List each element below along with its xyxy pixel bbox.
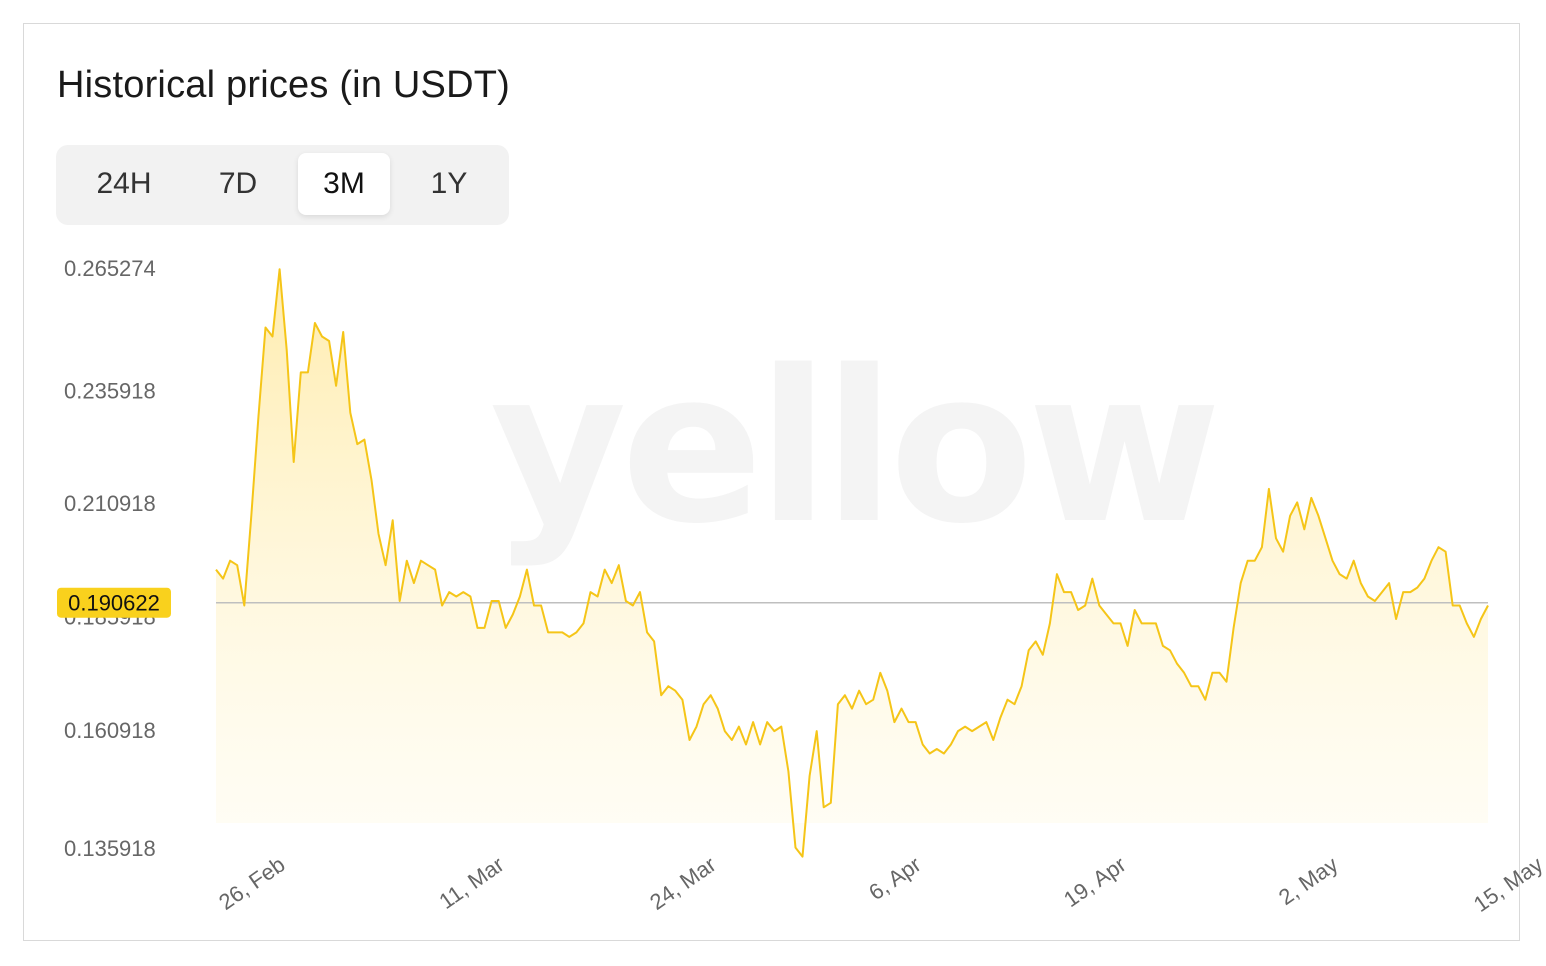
y-tick-label: 0.160918: [64, 718, 156, 743]
y-tick-label: 0.135918: [64, 836, 156, 861]
x-tick-label: 19, Apr: [1059, 852, 1130, 912]
x-tick-label: 6, Apr: [864, 852, 925, 905]
yellow-watermark: yellow: [490, 325, 1216, 570]
price-area-fill: [216, 269, 1488, 857]
y-tick-label: 0.210918: [64, 491, 156, 516]
x-tick-label: 15, May: [1469, 852, 1546, 917]
x-tick-label: 26, Feb: [214, 852, 289, 915]
y-axis: 0.2652740.2359180.2109180.1859180.160918…: [64, 256, 156, 861]
x-axis: 26, Feb 11, Mar 24, Mar 6, Apr 19, Apr 2, May…: [214, 852, 1546, 917]
x-tick-label: 24, Mar: [645, 852, 720, 915]
current-price-badge-bg: [57, 587, 171, 618]
current-price-badge: 0.190622: [57, 587, 171, 618]
y-tick-label: 0.235918: [64, 378, 156, 403]
current-price-label: 0.190622: [68, 591, 160, 616]
time-range-tabs: 24H 7D 3M 1Y: [56, 145, 509, 225]
tab-24h[interactable]: 24H: [96, 167, 152, 200]
chart-title: Historical prices (in USDT): [57, 64, 511, 106]
tab-3m[interactable]: 3M: [298, 153, 390, 215]
y-tick-label: 0.265274: [64, 256, 156, 281]
x-tick-label: 2, May: [1274, 852, 1342, 910]
tab-7d[interactable]: 7D: [218, 167, 258, 200]
x-tick-label: 11, Mar: [434, 852, 508, 914]
tab-1y[interactable]: 1Y: [430, 167, 468, 200]
price-line: [215, 268, 1489, 858]
